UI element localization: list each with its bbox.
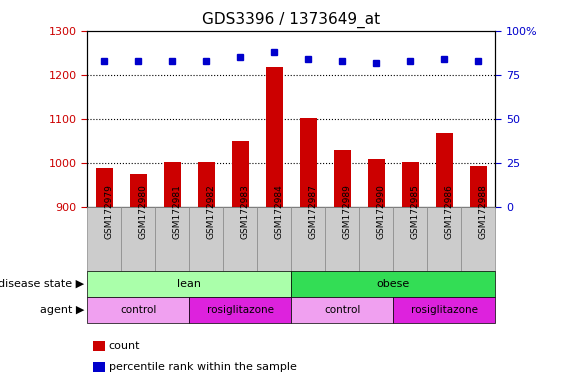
- Bar: [436, 133, 453, 207]
- Text: count: count: [109, 341, 140, 351]
- Bar: [334, 150, 351, 207]
- Bar: [300, 118, 317, 207]
- Text: control: control: [120, 305, 157, 315]
- Text: GSM172981: GSM172981: [172, 184, 181, 239]
- Text: GSM172982: GSM172982: [206, 184, 215, 239]
- Text: agent ▶: agent ▶: [40, 305, 84, 315]
- Bar: [402, 162, 419, 207]
- Text: GSM172985: GSM172985: [410, 184, 419, 239]
- Text: GSM172979: GSM172979: [104, 184, 113, 239]
- Bar: [130, 174, 147, 207]
- Bar: [470, 166, 487, 207]
- Text: percentile rank within the sample: percentile rank within the sample: [109, 362, 297, 372]
- Bar: [266, 67, 283, 207]
- Text: GSM172988: GSM172988: [479, 184, 488, 239]
- Text: rosiglitazone: rosiglitazone: [207, 305, 274, 315]
- Text: disease state ▶: disease state ▶: [0, 279, 84, 289]
- Bar: [232, 141, 249, 207]
- Text: GSM172987: GSM172987: [309, 184, 318, 239]
- Bar: [368, 159, 385, 207]
- Title: GDS3396 / 1373649_at: GDS3396 / 1373649_at: [202, 12, 381, 28]
- Bar: [198, 162, 215, 207]
- Text: obese: obese: [377, 279, 410, 289]
- Bar: [164, 162, 181, 207]
- Text: GSM172989: GSM172989: [342, 184, 351, 239]
- Text: GSM172980: GSM172980: [138, 184, 148, 239]
- Text: GSM172990: GSM172990: [377, 184, 386, 239]
- Text: GSM172983: GSM172983: [240, 184, 249, 239]
- Text: control: control: [324, 305, 360, 315]
- Text: GSM172986: GSM172986: [444, 184, 453, 239]
- Text: lean: lean: [177, 279, 202, 289]
- Text: rosiglitazone: rosiglitazone: [411, 305, 478, 315]
- Text: GSM172984: GSM172984: [274, 184, 283, 239]
- Bar: [96, 167, 113, 207]
